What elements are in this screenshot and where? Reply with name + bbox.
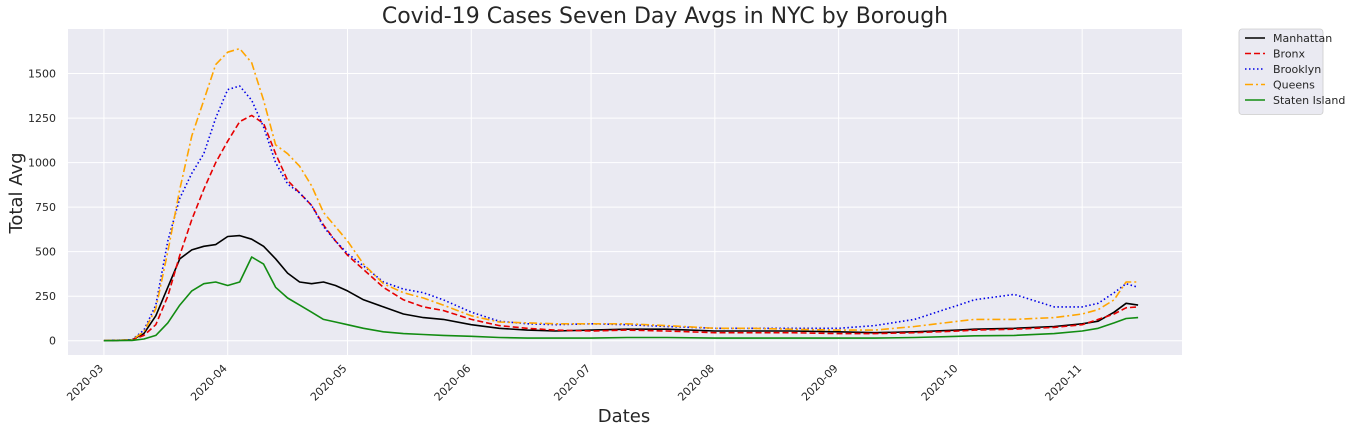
- x-tick-labels: 2020-03 2020-04 2020-05 2020-06 2020-07 2020-…: [64, 362, 1084, 404]
- legend-box: [1238, 28, 1324, 115]
- grid: [68, 29, 1182, 355]
- chart-title: Covid-19 Cases Seven Day Avgs in NYC by …: [382, 4, 948, 29]
- x-axis-title: Dates: [598, 406, 650, 427]
- legend-label: Brooklyn: [1273, 63, 1321, 76]
- y-tick-label: 1500: [28, 68, 56, 81]
- series-line-staten-island: [103, 256, 1139, 342]
- x-tick-label: 2020-03: [64, 362, 106, 404]
- series-line-brooklyn: [103, 85, 1139, 342]
- y-tick-label: 0: [49, 335, 56, 348]
- series-line-manhattan: [103, 234, 1139, 342]
- y-tick-labels: 0 250 500 750 1000 1250 1500: [28, 68, 56, 348]
- plot-area: [68, 29, 1182, 355]
- series-line-bronx: [103, 114, 1139, 342]
- x-tick-label: 2020-11: [1043, 362, 1085, 404]
- legend-label: Staten Island: [1273, 94, 1345, 107]
- y-tick-label: 1250: [28, 112, 56, 125]
- x-tick-label: 2020-06: [432, 362, 474, 404]
- x-tick-label: 2020-08: [675, 362, 717, 404]
- y-tick-label: 250: [35, 290, 56, 303]
- x-tick-label: 2020-10: [919, 362, 961, 404]
- y-axis-title: Total Avg: [6, 152, 27, 234]
- legend: Manhattan Bronx Brooklyn Queens Staten Islan…: [1238, 28, 1345, 115]
- series-lines: [103, 47, 1139, 342]
- y-tick-label: 500: [35, 246, 56, 259]
- legend-label: Manhattan: [1273, 32, 1332, 45]
- x-tick-label: 2020-05: [308, 362, 350, 404]
- y-tick-label: 1000: [28, 157, 56, 170]
- x-tick-label: 2020-07: [551, 362, 593, 404]
- legend-label: Queens: [1273, 79, 1315, 92]
- y-tick-label: 750: [35, 201, 56, 214]
- series-line-queens: [103, 47, 1139, 342]
- legend-label: Bronx: [1273, 48, 1306, 61]
- x-tick-label: 2020-09: [799, 362, 841, 404]
- x-tick-label: 2020-04: [188, 362, 230, 404]
